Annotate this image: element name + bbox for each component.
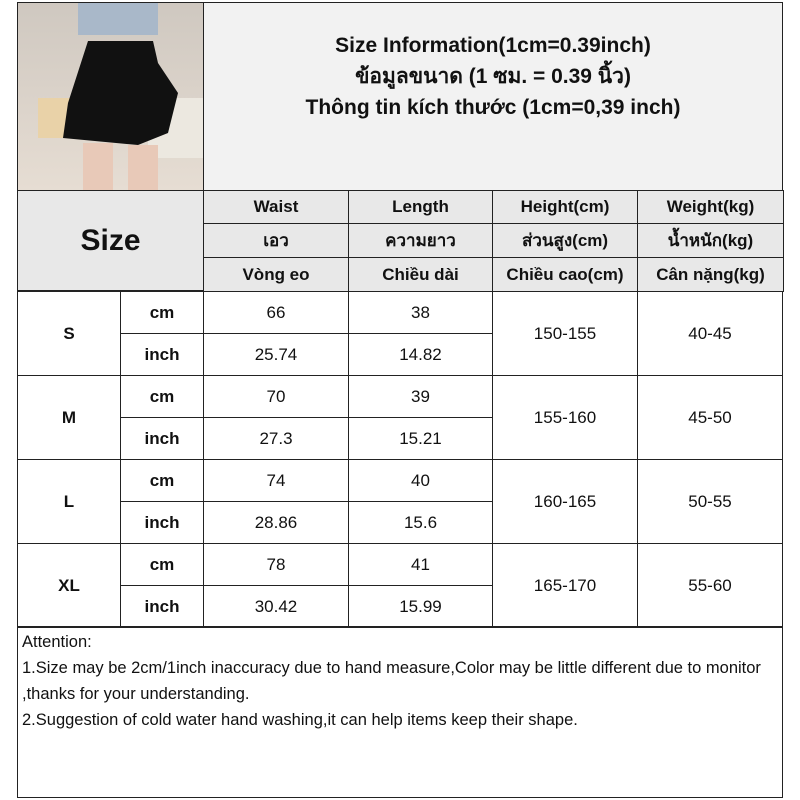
unit-inch: inch: [120, 585, 204, 628]
cell-waist-in: 28.86: [203, 501, 349, 544]
column-header: ความยาว: [348, 223, 493, 258]
unit-inch: inch: [120, 333, 204, 376]
cell-waist-cm: 70: [203, 375, 349, 418]
cell-waist-cm: 74: [203, 459, 349, 502]
column-header: Vòng eo: [203, 257, 349, 292]
attention-title: Attention:: [22, 633, 92, 651]
column-header: ส่วนสูง(cm): [492, 223, 638, 258]
product-photo: [17, 2, 204, 191]
title-vietnamese: Thông tin kích thước (1cm=0,39 inch): [305, 96, 681, 119]
cell-waist-cm: 78: [203, 543, 349, 586]
column-header: Length: [348, 190, 493, 224]
cell-waist-in: 27.3: [203, 417, 349, 460]
cell-length-cm: 39: [348, 375, 493, 418]
title-thai: ข้อมูลขนาด (1 ซม. = 0.39 นิ้ว): [355, 65, 631, 88]
cell-weight: 45-50: [637, 375, 783, 460]
cell-waist-cm: 66: [203, 291, 349, 334]
size-label: L: [17, 459, 121, 544]
column-header: Chiều dài: [348, 257, 493, 292]
unit-cm: cm: [120, 291, 204, 334]
attention-notes: Attention: 1.Size may be 2cm/1inch inacc…: [17, 626, 783, 798]
title-english: Size Information(1cm=0.39inch): [335, 34, 651, 57]
size-info-title: Size Information(1cm=0.39inch) ข้อมูลขนา…: [203, 2, 783, 191]
cell-weight: 55-60: [637, 543, 783, 628]
column-header: Weight(kg): [637, 190, 784, 224]
column-header: Height(cm): [492, 190, 638, 224]
size-label: M: [17, 375, 121, 460]
size-label: XL: [17, 543, 121, 628]
cell-length-in: 14.82: [348, 333, 493, 376]
unit-cm: cm: [120, 375, 204, 418]
cell-length-cm: 41: [348, 543, 493, 586]
cell-length-in: 15.6: [348, 501, 493, 544]
attention-line-2: 2.Suggestion of cold water hand washing,…: [22, 711, 578, 729]
cell-weight: 40-45: [637, 291, 783, 376]
column-header: Chiều cao(cm): [492, 257, 638, 292]
skirt-image: [38, 3, 203, 190]
column-header: Cân nặng(kg): [637, 257, 784, 292]
cell-length-in: 15.99: [348, 585, 493, 628]
unit-inch: inch: [120, 417, 204, 460]
cell-height: 155-160: [492, 375, 638, 460]
cell-weight: 50-55: [637, 459, 783, 544]
cell-waist-in: 25.74: [203, 333, 349, 376]
cell-length-cm: 38: [348, 291, 493, 334]
column-header: เอว: [203, 223, 349, 258]
cell-length-cm: 40: [348, 459, 493, 502]
cell-height: 160-165: [492, 459, 638, 544]
cell-height: 150-155: [492, 291, 638, 376]
unit-cm: cm: [120, 459, 204, 502]
cell-waist-in: 30.42: [203, 585, 349, 628]
cell-length-in: 15.21: [348, 417, 493, 460]
size-label: S: [17, 291, 121, 376]
cell-height: 165-170: [492, 543, 638, 628]
column-header: น้ำหนัก(kg): [637, 223, 784, 258]
attention-line-1: 1.Size may be 2cm/1inch inaccuracy due t…: [22, 659, 761, 703]
unit-cm: cm: [120, 543, 204, 586]
unit-inch: inch: [120, 501, 204, 544]
column-header: Waist: [203, 190, 349, 224]
size-header: Size: [17, 190, 204, 291]
